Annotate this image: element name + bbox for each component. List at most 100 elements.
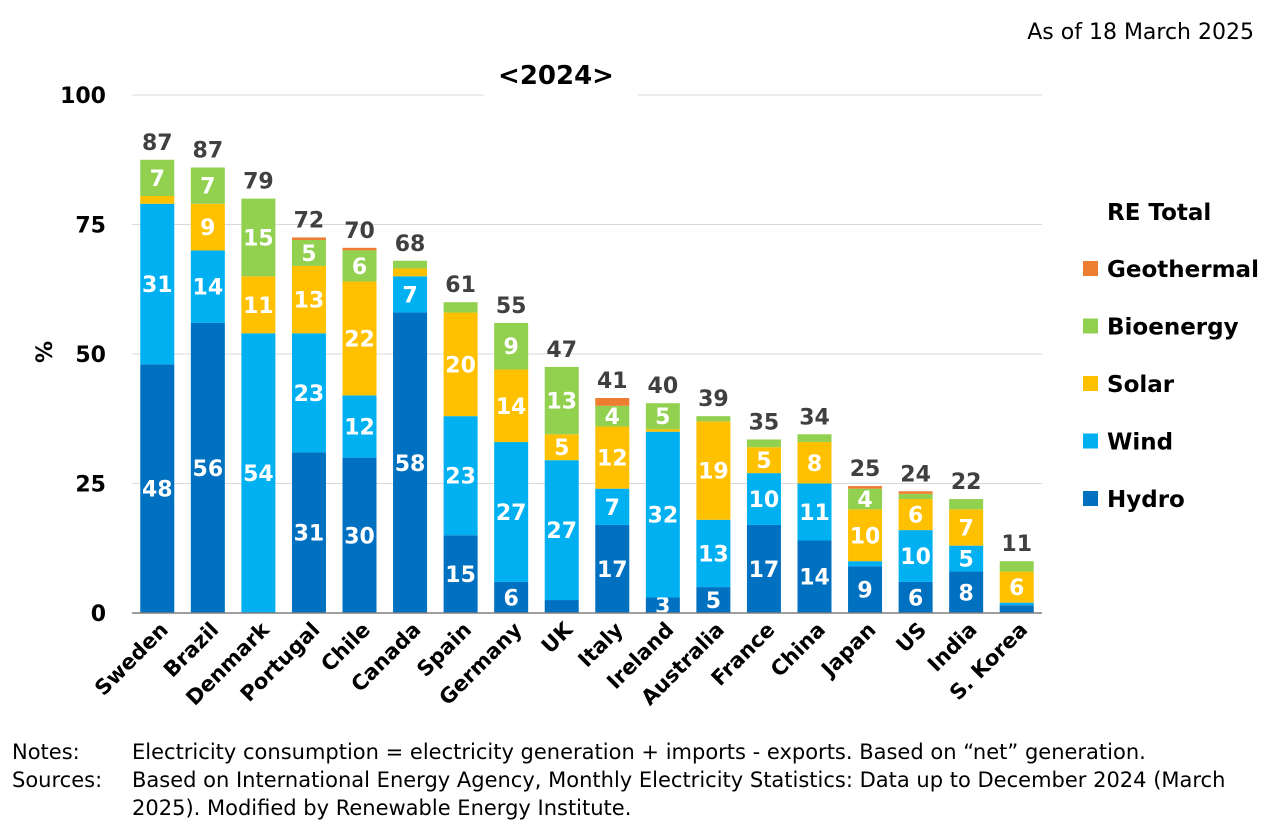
segment-label: 13 [698,542,729,567]
bar-segment-bioenergy [999,561,1034,572]
bar-segment-hydro [645,597,680,613]
bar-segment-geothermal [342,247,377,251]
segment-label: 13 [546,390,577,415]
bar-segment-bioenergy [848,488,883,510]
bar-segment-hydro [342,457,377,613]
bar-segment-hydro [595,524,630,613]
legend-swatch [1083,376,1098,391]
notes-text: Electricity consumption = electricity ge… [132,740,1146,764]
segment-label: 7 [150,167,165,192]
total-label: 87 [193,139,224,164]
total-label: 34 [799,405,830,430]
segment-label: 23 [445,465,476,490]
bar-segment-solar [393,268,428,277]
segment-label: 7 [402,283,417,308]
segment-label: 6 [908,504,923,529]
total-label: 87 [142,131,173,156]
total-label: 25 [850,457,881,482]
bar-segment-bioenergy [494,322,529,370]
total-label: 24 [900,462,931,487]
bar-segment-hydro [999,605,1034,613]
segment-label: 19 [698,460,729,485]
segment-label: 56 [193,457,224,482]
bar-segment-solar [797,442,832,484]
bar-segment-hydro [696,587,731,613]
sources-label: Sources: [12,768,103,792]
bar-segment-wind [645,431,680,598]
segment-label: 17 [597,558,628,583]
segment-label: 15 [243,226,274,251]
segment-label: 14 [496,395,527,420]
bar-segment-hydro [140,364,175,613]
footnotes: Notes: Electricity consumption = electri… [12,738,1272,822]
segment-label: 7 [959,517,974,542]
bar-segment-wind [999,602,1034,606]
total-label: 39 [698,387,729,412]
bar-segment-solar [140,196,175,204]
segment-label: 17 [749,558,780,583]
total-label: 79 [243,170,274,195]
segment-label: 10 [900,545,931,570]
bar-segment-wind [494,442,529,582]
bar-segment-wind [797,483,832,541]
segment-label: 5 [959,548,974,573]
bar-segment-wind [595,488,630,525]
bar-segment-solar [949,509,984,546]
segment-label: 4 [605,405,620,430]
segment-label: 20 [445,353,476,378]
x-tick-label: US [891,618,931,658]
legend-label: Wind [1107,430,1173,456]
bar-segment-wind [241,333,276,613]
bar-segment-solar [342,281,377,396]
bar-segment-hydro [848,566,883,613]
bar-segment-bioenergy [746,439,781,448]
bar-segment-wind [342,395,377,458]
legend-title: RE Total [1107,200,1211,226]
chart-title: <2024> [498,61,614,91]
sources-row: Sources: Based on International Energy A… [12,766,1272,822]
bars: 4831787561497875411157931231357230122267… [140,131,1034,619]
segment-label: 9 [200,216,215,241]
bar-segment-bioenergy [949,499,984,510]
bar-segment-wind [190,250,225,323]
segment-label: 5 [706,589,721,614]
segment-label: 23 [294,382,325,407]
segment-label: 14 [799,566,830,591]
segment-label: 15 [445,563,476,588]
segment-label: 11 [243,294,274,319]
bar-segment-hydro [949,571,984,613]
segment-label: 14 [193,276,224,301]
bar-segment-bioenergy [544,366,579,435]
bar-segment-bioenergy [696,416,731,422]
segment-label: 30 [344,524,375,549]
segment-label: 10 [749,488,780,513]
bar-segment-geothermal [291,237,326,241]
bar-segment-geothermal [848,486,883,489]
segment-label: 8 [959,581,974,606]
y-tick-label: 75 [75,214,106,239]
segment-label: 13 [294,289,325,314]
bar-segment-solar [746,447,781,474]
as-of-date: As of 18 March 2025 [1027,20,1254,45]
bar-segment-hydro [443,535,478,613]
sources-text: Based on International Energy Agency, Mo… [132,768,1226,820]
segment-label: 7 [200,175,215,200]
bar-segment-bioenergy [342,250,377,282]
x-tick-label: Japan [815,618,880,683]
bar-segment-wind [949,545,984,572]
bar-segment-solar [848,509,883,562]
segment-label: 11 [799,501,830,526]
y-tick-label: 50 [75,343,106,368]
total-label: 70 [344,219,375,244]
segment-label: 48 [142,478,173,503]
total-label: 41 [597,369,628,394]
segment-label: 5 [756,449,771,474]
legend-swatch [1083,433,1098,449]
bar-segment-bioenergy [190,167,225,204]
segment-label: 6 [504,586,519,611]
y-tick-label: 100 [60,84,106,109]
segment-label: 22 [344,327,375,352]
bar-segment-solar [898,499,933,531]
segment-label: 6 [1009,576,1024,601]
segment-label: 4 [857,488,872,513]
